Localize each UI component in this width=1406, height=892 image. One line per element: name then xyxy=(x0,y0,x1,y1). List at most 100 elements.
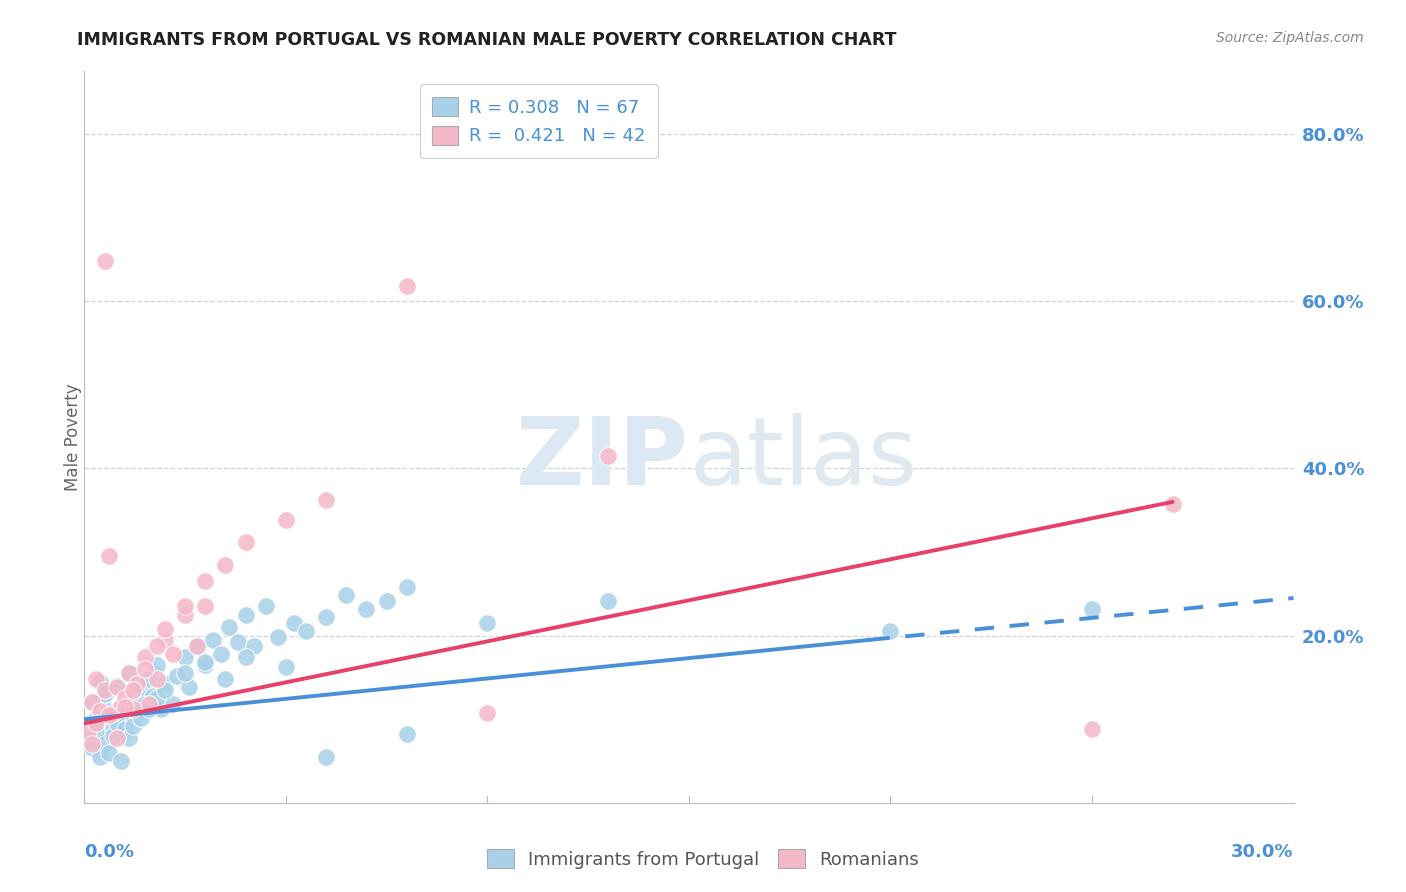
Point xyxy=(315,610,337,624)
Point xyxy=(235,649,257,664)
Point xyxy=(214,558,236,572)
Point xyxy=(77,733,100,747)
Point xyxy=(146,672,169,686)
Legend: R = 0.308   N = 67, R =  0.421   N = 42: R = 0.308 N = 67, R = 0.421 N = 42 xyxy=(420,84,658,158)
Point xyxy=(174,666,197,681)
Point xyxy=(86,672,108,686)
Point xyxy=(142,689,165,703)
Point xyxy=(174,649,197,664)
Point xyxy=(356,602,378,616)
Point xyxy=(121,702,143,716)
Point xyxy=(129,682,152,697)
Point xyxy=(395,580,418,594)
Point xyxy=(149,702,172,716)
Point xyxy=(138,672,160,686)
Point xyxy=(138,702,160,716)
Point xyxy=(598,449,620,463)
Point xyxy=(121,682,143,697)
Point xyxy=(134,649,156,664)
Point xyxy=(274,660,297,674)
Point xyxy=(86,724,108,739)
Point xyxy=(93,682,115,697)
Point xyxy=(274,513,297,527)
Text: atlas: atlas xyxy=(689,413,917,505)
Text: 0.0%: 0.0% xyxy=(84,843,135,861)
Point xyxy=(114,723,136,737)
Point xyxy=(86,712,108,726)
Point xyxy=(477,706,499,720)
Point xyxy=(162,697,184,711)
Point xyxy=(186,639,208,653)
Point xyxy=(110,699,132,714)
Point xyxy=(86,716,108,731)
Point xyxy=(879,624,901,639)
Point xyxy=(118,666,141,681)
Point xyxy=(93,254,115,268)
Point xyxy=(97,746,120,760)
Point xyxy=(153,682,176,697)
Point xyxy=(97,549,120,564)
Point xyxy=(477,616,499,631)
Legend: Immigrants from Portugal, Romanians: Immigrants from Portugal, Romanians xyxy=(479,841,927,876)
Point xyxy=(174,607,197,622)
Point xyxy=(186,639,208,653)
Point xyxy=(194,599,217,614)
Point xyxy=(138,697,160,711)
Point xyxy=(82,737,104,751)
Point xyxy=(93,687,115,701)
Text: Source: ZipAtlas.com: Source: ZipAtlas.com xyxy=(1216,31,1364,45)
Point xyxy=(134,662,156,676)
Point xyxy=(118,731,141,745)
Point xyxy=(218,620,240,634)
Point xyxy=(335,589,357,603)
Point xyxy=(125,706,148,720)
Text: IMMIGRANTS FROM PORTUGAL VS ROMANIAN MALE POVERTY CORRELATION CHART: IMMIGRANTS FROM PORTUGAL VS ROMANIAN MAL… xyxy=(77,31,897,49)
Point xyxy=(82,696,104,710)
Text: ZIP: ZIP xyxy=(516,413,689,505)
Point xyxy=(93,737,115,751)
Point xyxy=(105,716,128,731)
Point xyxy=(235,535,257,549)
Point xyxy=(118,666,141,681)
Point xyxy=(97,704,120,718)
Point xyxy=(105,679,128,693)
Point xyxy=(194,656,217,670)
Point xyxy=(134,697,156,711)
Point xyxy=(267,630,290,644)
Point xyxy=(146,639,169,653)
Point xyxy=(129,710,152,724)
Point xyxy=(174,599,197,614)
Point xyxy=(101,729,124,743)
Point xyxy=(242,639,264,653)
Point xyxy=(153,677,176,691)
Point xyxy=(89,674,111,689)
Point xyxy=(226,635,249,649)
Point xyxy=(395,727,418,741)
Point xyxy=(89,704,111,718)
Point xyxy=(598,593,620,607)
Point xyxy=(110,699,132,714)
Point xyxy=(146,657,169,672)
Point xyxy=(235,607,257,622)
Y-axis label: Male Poverty: Male Poverty xyxy=(65,384,82,491)
Point xyxy=(295,624,318,639)
Point xyxy=(110,754,132,768)
Point xyxy=(82,696,104,710)
Point xyxy=(179,681,201,695)
Point xyxy=(114,691,136,706)
Point xyxy=(315,493,337,508)
Point xyxy=(209,647,232,661)
Point xyxy=(97,708,120,723)
Point xyxy=(101,721,124,735)
Point xyxy=(162,647,184,661)
Point xyxy=(89,749,111,764)
Point xyxy=(114,708,136,723)
Point xyxy=(254,599,277,614)
Point xyxy=(114,699,136,714)
Point xyxy=(375,593,398,607)
Point xyxy=(146,691,169,706)
Point xyxy=(101,706,124,720)
Point xyxy=(1081,723,1104,737)
Point xyxy=(1161,497,1184,511)
Point xyxy=(105,681,128,695)
